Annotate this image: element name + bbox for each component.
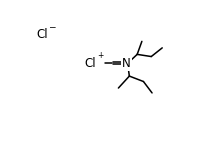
Text: Cl: Cl	[85, 57, 97, 70]
Text: N: N	[122, 57, 131, 70]
Text: −: −	[48, 22, 56, 31]
Text: +: +	[97, 51, 103, 60]
Text: Cl: Cl	[36, 28, 48, 41]
